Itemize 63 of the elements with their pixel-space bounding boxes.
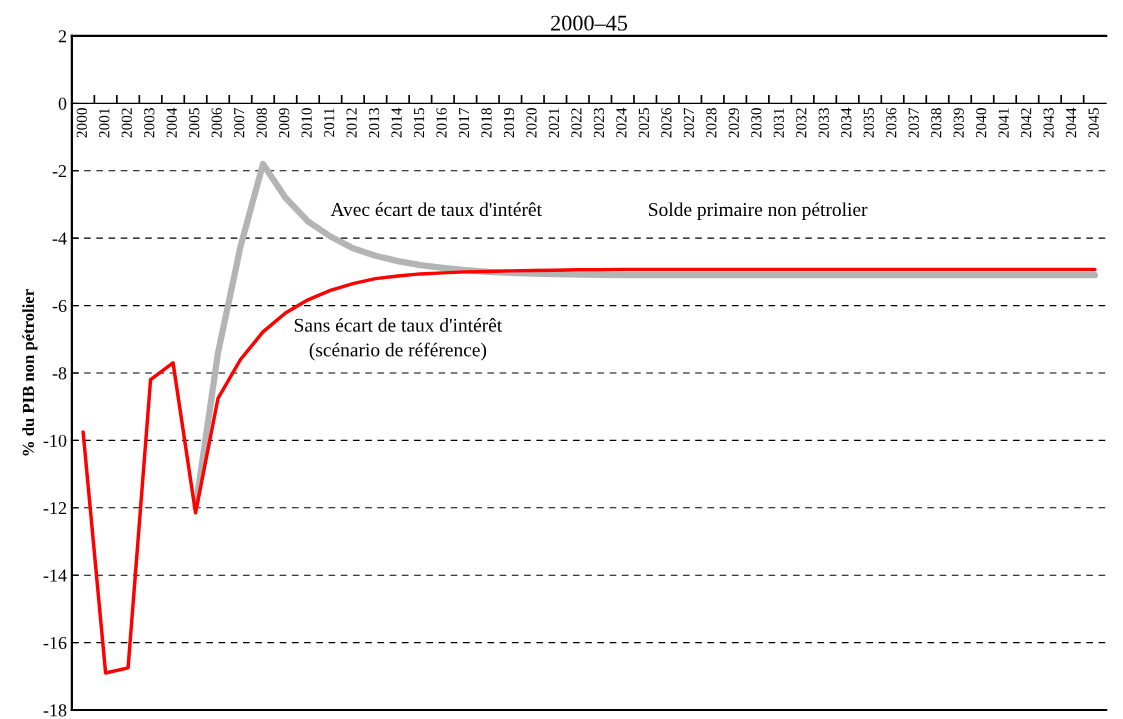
x-tick-label: 2019 [503,108,515,138]
x-tick-label: 2020 [526,108,537,138]
x-tick-label: 2004 [166,107,177,138]
x-tick-label: 2026 [661,107,672,138]
y-tick-label: -4 [52,232,67,245]
chart-title: 2000–45 [551,15,628,31]
x-tick-label: 2045 [1088,108,1099,138]
x-tick-label: 2028 [706,108,717,138]
x-tick-label: 2014 [391,107,402,138]
annotation: Solde primaire non pétrolier [649,202,868,221]
x-tick-label: 2030 [751,108,762,138]
y-tick-label: -8 [52,367,67,380]
x-tick-label: 2042 [1020,108,1032,138]
y-tick-label: -2 [52,165,67,178]
x-tick-label: 2025 [638,108,650,138]
x-tick-label: 2043 [1043,108,1054,138]
x-tick-label: 2034 [841,107,852,138]
x-tick-label: 2009 [278,108,290,138]
series-label: Sans écart de taux d'intérêt (scénario de référence) [294,318,503,361]
x-tick-label: 2000 [76,108,87,138]
x-tick-label: 2029 [728,108,739,138]
x-tick-label: 2018 [481,108,492,138]
x-tick-label: 2017 [458,107,470,138]
x-tick-label: 2012 [346,108,357,138]
x-tick-label: 2013 [368,108,380,138]
x-tick-label: 2005 [189,108,200,138]
x-tick-label: 2015 [413,108,425,138]
y-tick-label: -12 [43,502,67,515]
x-tick-label: 2036 [886,107,897,138]
x-tick-label: 2002 [121,108,132,138]
x-tick-label: 2007 [234,107,245,138]
x-tick-label: 2008 [256,108,267,138]
y-tick-label: 0 [58,97,67,110]
y-tick-label: -10 [43,434,67,447]
x-tick-label: 2039 [953,108,964,138]
x-tick-label: 2038 [931,108,942,138]
y-tick-label: -16 [43,636,67,650]
x-tick-label: 2040 [976,108,987,138]
series-label: Avec écart de taux d'intérêt [330,202,542,217]
x-tick-label: 2001 [99,108,110,138]
x-tick-label: 2011 [323,108,335,137]
x-tick-label: 2006 [211,107,222,138]
x-tick-label: 2037 [908,107,919,138]
line-series [81,267,1097,675]
y-tick-label: -18 [43,704,67,717]
x-tick-label: 2021 [548,108,560,138]
x-tick-label: 2003 [144,108,155,138]
x-tick-label: 2032 [796,108,807,138]
x-tick-label: 2016 [436,107,447,138]
x-tick-label: 2010 [301,108,312,138]
x-tick-label: 2022 [571,108,582,138]
x-tick-label: 2024 [616,107,627,138]
y-axis-title: % du PIB non pétrolier [22,289,38,456]
x-tick-label: 2031 [773,108,784,138]
x-tick-label: 2027 [683,107,695,138]
x-tick-label: 2033 [818,108,829,138]
y-tick-label: -6 [52,299,67,313]
x-tick-label: 2044 [1065,107,1077,138]
y-tick-label: -14 [43,569,67,582]
x-tick-label: 2023 [593,108,605,138]
x-tick-label: 2035 [863,108,874,138]
x-tick-label: 2041 [998,108,1009,138]
y-tick-label: 2 [58,30,67,43]
